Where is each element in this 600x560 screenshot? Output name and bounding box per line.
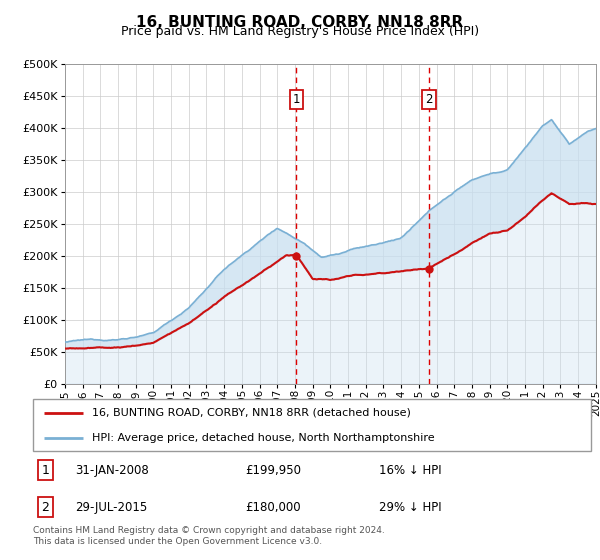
- Text: 1: 1: [293, 93, 300, 106]
- Text: 29% ↓ HPI: 29% ↓ HPI: [379, 501, 442, 514]
- Text: 29-JUL-2015: 29-JUL-2015: [75, 501, 147, 514]
- Text: 16, BUNTING ROAD, CORBY, NN18 8RR: 16, BUNTING ROAD, CORBY, NN18 8RR: [136, 15, 464, 30]
- Text: 2: 2: [425, 93, 433, 106]
- Text: Price paid vs. HM Land Registry's House Price Index (HPI): Price paid vs. HM Land Registry's House …: [121, 25, 479, 38]
- Text: £199,950: £199,950: [245, 464, 301, 477]
- Text: Contains HM Land Registry data © Crown copyright and database right 2024.
This d: Contains HM Land Registry data © Crown c…: [33, 526, 385, 546]
- Text: £180,000: £180,000: [245, 501, 301, 514]
- Text: HPI: Average price, detached house, North Northamptonshire: HPI: Average price, detached house, Nort…: [92, 433, 434, 443]
- Text: 31-JAN-2008: 31-JAN-2008: [75, 464, 149, 477]
- Text: 16, BUNTING ROAD, CORBY, NN18 8RR (detached house): 16, BUNTING ROAD, CORBY, NN18 8RR (detac…: [92, 408, 410, 418]
- Text: 16% ↓ HPI: 16% ↓ HPI: [379, 464, 442, 477]
- Text: 1: 1: [41, 464, 49, 477]
- Text: 2: 2: [41, 501, 49, 514]
